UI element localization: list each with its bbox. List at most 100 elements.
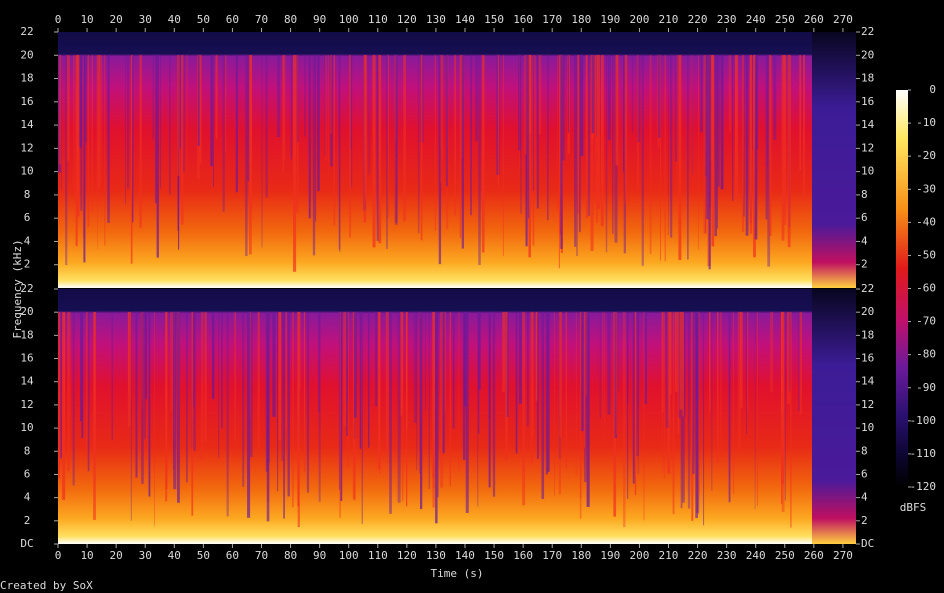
spectrogram-texture bbox=[454, 55, 457, 216]
y-tick-label-right: 12 bbox=[861, 141, 874, 154]
y-tick-label-right: 2 bbox=[861, 258, 868, 271]
spectrogram-texture bbox=[743, 55, 745, 217]
spectrogram-texture bbox=[65, 55, 68, 266]
colorbar-tick-label: -50 bbox=[916, 248, 936, 261]
spectrogram-texture bbox=[85, 55, 87, 144]
spectrogram-texture bbox=[677, 311, 680, 435]
x-tick-label: 0 bbox=[55, 549, 62, 562]
spectrogram-texture bbox=[338, 55, 341, 250]
y-tick-label: 22 bbox=[20, 25, 33, 38]
spectrogram-texture bbox=[290, 55, 293, 160]
spectrogram-texture bbox=[749, 55, 753, 234]
spectrogram-texture bbox=[657, 55, 661, 138]
spectrogram-texture bbox=[278, 311, 282, 441]
spectrogram-texture bbox=[607, 311, 611, 415]
spectrogram-texture bbox=[781, 55, 785, 241]
spectrogram-texture bbox=[330, 55, 333, 134]
spectrogram-texture bbox=[359, 311, 362, 449]
spectrogram-texture bbox=[558, 55, 560, 269]
spectrogram-texture bbox=[789, 311, 791, 392]
spectrogram-texture bbox=[386, 55, 388, 250]
spectrogram-texture bbox=[773, 55, 777, 140]
x-tick-label: 90 bbox=[313, 549, 326, 562]
spectrogram-texture bbox=[497, 55, 499, 188]
spectrogram-texture bbox=[130, 311, 132, 400]
spectrogram-texture bbox=[524, 55, 527, 155]
spectrogram-texture bbox=[169, 55, 171, 195]
x-tick-label: 30 bbox=[139, 549, 152, 562]
spectrogram-texture bbox=[333, 55, 336, 226]
colorbar-tick-label: -120 bbox=[910, 480, 937, 493]
y-tick-label: DC bbox=[20, 537, 33, 550]
spectrogram-texture bbox=[769, 55, 772, 237]
spectrogram-texture bbox=[349, 55, 352, 238]
spectrogram-texture bbox=[434, 55, 436, 231]
x-tick-label: 100 bbox=[339, 549, 359, 562]
spectrogram-texture bbox=[245, 55, 248, 257]
y-tick-label: 6 bbox=[24, 211, 31, 224]
spectrogram-texture bbox=[66, 55, 70, 161]
spectrogram-texture bbox=[703, 311, 705, 526]
spectrogram-texture bbox=[522, 311, 526, 506]
x-tick-label-top: 240 bbox=[746, 13, 766, 26]
spectrogram-texture bbox=[177, 55, 180, 177]
spectrogram-texture bbox=[283, 311, 285, 519]
spectrogram-texture bbox=[600, 55, 604, 227]
y-tick-label: 4 bbox=[24, 234, 31, 247]
spectrogram-texture bbox=[505, 311, 508, 461]
y-tick-label: 8 bbox=[24, 188, 31, 201]
spectrogram-texture bbox=[182, 55, 185, 172]
colorbar-tick-label: -110 bbox=[910, 447, 937, 460]
spectrogram-texture bbox=[234, 311, 236, 443]
spectrogram-texture bbox=[634, 311, 637, 496]
x-tick-label: 250 bbox=[775, 549, 795, 562]
spectrogram-texture bbox=[459, 55, 462, 238]
x-tick-label-top: 260 bbox=[804, 13, 824, 26]
y-tick-label-right: 22 bbox=[861, 25, 874, 38]
spectrogram-texture bbox=[667, 311, 671, 421]
spectrogram-texture bbox=[155, 55, 157, 204]
spectrogram-texture bbox=[345, 311, 348, 437]
spectrogram-texture bbox=[627, 311, 629, 405]
spectrogram-texture bbox=[191, 311, 194, 516]
spectrogram-texture bbox=[377, 311, 381, 470]
spectrogram-texture bbox=[695, 311, 698, 519]
y-tick-label-right: 4 bbox=[861, 491, 868, 504]
spectrogram-texture bbox=[765, 55, 768, 220]
spectrogram-texture bbox=[525, 55, 528, 247]
spectrogram-texture bbox=[130, 311, 132, 521]
spectrogram-texture bbox=[180, 55, 184, 225]
y-tick-label-right: 18 bbox=[861, 72, 874, 85]
spectrogram-texture bbox=[780, 311, 783, 415]
spectrogram-texture bbox=[787, 311, 791, 405]
spectrogram-texture bbox=[104, 55, 106, 246]
y-tick-label: 18 bbox=[20, 328, 33, 341]
spectrogram-texture bbox=[676, 55, 678, 195]
x-tick-label-top: 0 bbox=[55, 13, 62, 26]
spectrogram-texture bbox=[75, 55, 78, 247]
spectrogram-texture bbox=[406, 311, 408, 507]
spectrogram-texture bbox=[478, 311, 480, 434]
colorbar-tick-label: -90 bbox=[916, 381, 936, 394]
y-tick-label: 2 bbox=[24, 258, 31, 271]
spectrogram-texture bbox=[303, 311, 306, 472]
x-tick-label: 70 bbox=[255, 549, 268, 562]
spectrogram-texture bbox=[250, 311, 253, 458]
spectrogram-texture bbox=[695, 311, 699, 401]
spectrogram-texture bbox=[798, 311, 800, 412]
spectrogram-texture bbox=[400, 311, 403, 416]
x-tick-label-top: 30 bbox=[139, 13, 152, 26]
spectrogram-texture bbox=[502, 55, 504, 257]
spectrogram-texture bbox=[211, 311, 215, 400]
spectrogram-texture bbox=[561, 55, 565, 161]
spectrogram-texture bbox=[140, 311, 144, 409]
spectrogram-texture bbox=[632, 311, 635, 484]
spectrogram-texture bbox=[481, 55, 485, 253]
spectrogram-texture bbox=[292, 311, 294, 508]
spectrogram-texture bbox=[213, 55, 214, 188]
spectrogram-texture bbox=[452, 311, 455, 429]
colorbar-tick-label: -70 bbox=[916, 315, 936, 328]
spectrogram-texture bbox=[717, 311, 719, 463]
spectrogram-texture bbox=[318, 311, 320, 413]
colorbar-label: dBFS bbox=[900, 501, 927, 514]
